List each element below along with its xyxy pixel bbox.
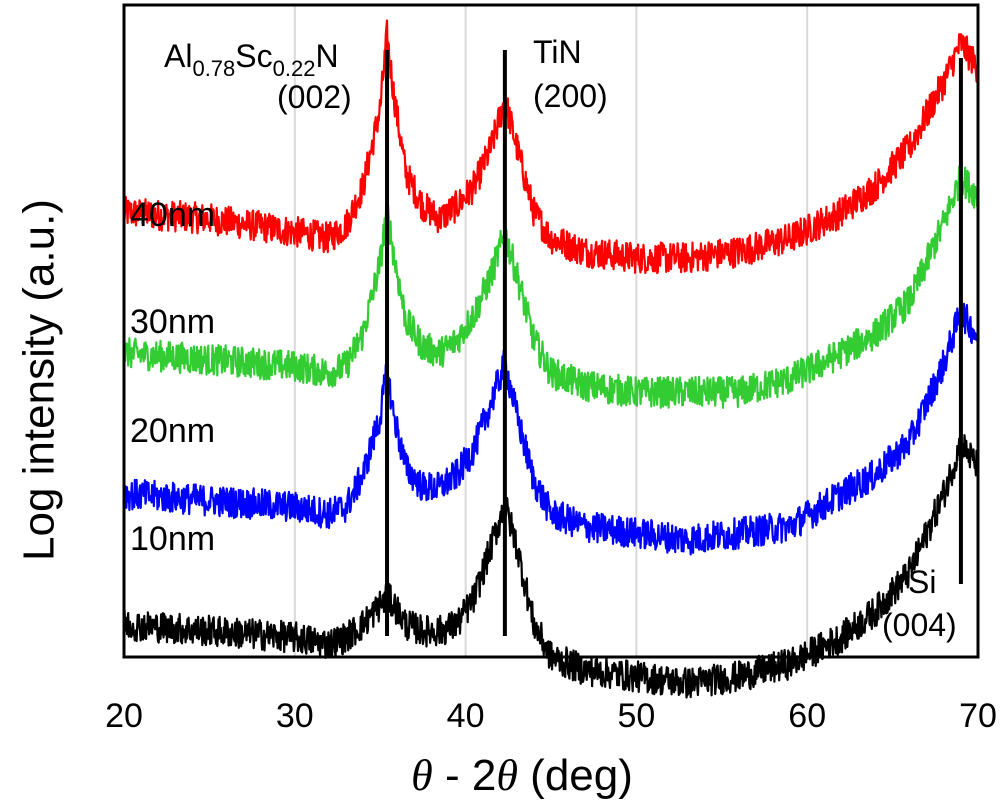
si-hkl: (004) — [882, 607, 957, 643]
x-tick-label-30: 30 — [276, 697, 314, 735]
x-tick-label-20: 20 — [105, 697, 143, 735]
si-annotation: Si — [908, 564, 936, 600]
alscn-sub2: 0.22 — [273, 56, 316, 81]
alscn-al: Al — [164, 38, 192, 74]
x-axis-label-unit: (deg) — [518, 751, 633, 800]
tin-annotation: TiN — [533, 34, 582, 70]
alscn-n: N — [315, 38, 338, 74]
x-axis-label: θ - 2θ (deg) — [411, 751, 633, 800]
series-label-30nm: 30nm — [130, 303, 215, 341]
x-tick-labels: 20 30 40 50 60 70 — [105, 697, 997, 735]
tin-hkl: (200) — [533, 78, 608, 114]
y-axis-label: Log intensity (a.u.) — [15, 199, 64, 561]
alscn-hkl: (002) — [277, 79, 352, 115]
alscn-annotation: Al0.78Sc0.22N — [164, 38, 339, 81]
plot-frame — [122, 3, 980, 659]
x-tick-label-70: 70 — [959, 697, 997, 735]
series-label-40nm: 40nm — [130, 196, 215, 234]
series-line-10nm — [122, 432, 979, 699]
series-line-40nm — [122, 19, 979, 275]
x-tick-label-50: 50 — [617, 697, 655, 735]
series-line-20nm — [122, 302, 979, 556]
series-label-10nm: 10nm — [130, 520, 215, 558]
x-axis-label-theta2: θ — [496, 751, 518, 800]
alscn-sub1: 0.78 — [192, 56, 235, 81]
grid-layer — [293, 5, 809, 657]
series-line-30nm — [122, 165, 979, 409]
x-axis-label-theta: θ — [411, 751, 433, 800]
reference-line-layer — [385, 50, 963, 636]
x-axis-label-mid: - 2 — [433, 751, 497, 800]
alscn-sc: Sc — [235, 38, 272, 74]
series-layer — [122, 19, 979, 699]
x-tick-label-40: 40 — [447, 697, 485, 735]
series-label-20nm: 20nm — [130, 412, 215, 450]
x-tick-label-60: 60 — [788, 697, 826, 735]
